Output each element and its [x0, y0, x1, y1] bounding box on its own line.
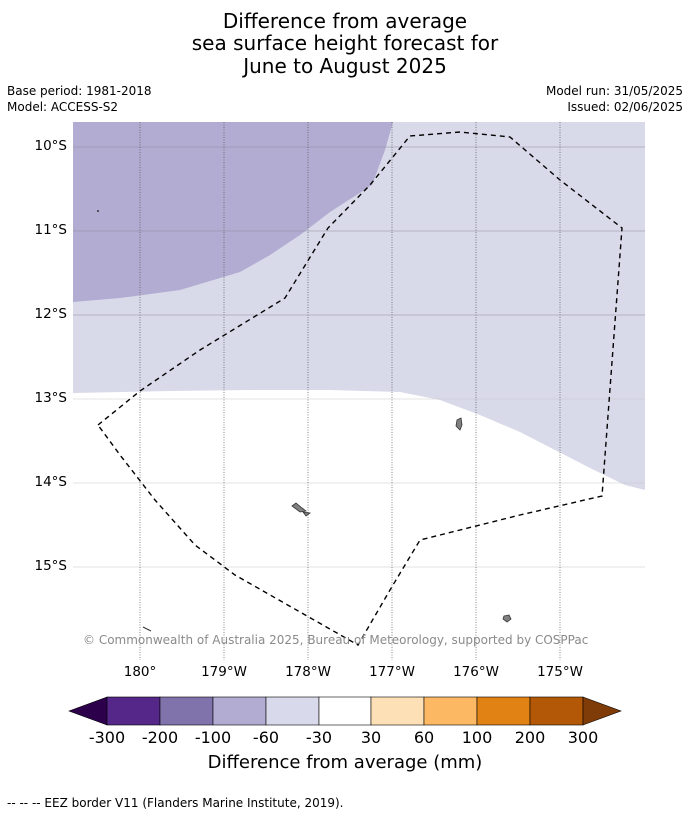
lon-label: 179°W — [201, 664, 247, 680]
lat-label: 15°S — [34, 558, 68, 574]
lon-label: 176°W — [453, 664, 499, 680]
map-area — [73, 122, 645, 660]
island-shape — [502, 614, 512, 623]
lon-label: 180° — [123, 664, 157, 680]
colorbar-tick-label: 60 — [413, 728, 435, 747]
colorbar-segment — [265, 696, 320, 726]
base-period-text: Base period: 1981-2018 — [7, 84, 152, 98]
colorbar-segment — [106, 696, 161, 726]
lat-label: 11°S — [34, 222, 68, 238]
colorbar-tick-label: 200 — [514, 728, 546, 747]
colorbar-tick-label: -60 — [252, 728, 280, 747]
lon-label: 177°W — [369, 664, 415, 680]
colorbar-tick-label: -30 — [305, 728, 333, 747]
colorbar-max-arrow — [582, 696, 622, 726]
issued-text: Issued: 02/06/2025 — [567, 100, 683, 114]
model-text: Model: ACCESS-S2 — [7, 100, 119, 114]
colorbar-segment — [529, 696, 584, 726]
island-shape — [291, 502, 307, 513]
colorbar-tick-label: 300 — [567, 728, 599, 747]
lon-label: 178°W — [285, 664, 331, 680]
colorbar-segment — [212, 696, 267, 726]
colorbar-min-arrow — [68, 696, 108, 726]
colorbar-tick-label: -300 — [88, 728, 126, 747]
eez-border-line — [97, 131, 623, 646]
colorbar — [68, 696, 622, 726]
colorbar-segment — [370, 696, 425, 726]
eez-legend-text: -- -- -- EEZ border V11 (Flanders Marine… — [7, 796, 344, 810]
colorbar-segment — [159, 696, 214, 726]
lon-label: 175°W — [537, 664, 583, 680]
copyright-text: © Commonwealth of Australia 2025, Bureau… — [83, 633, 589, 647]
colorbar-title: Difference from average (mm) — [207, 752, 483, 773]
colorbar-tick-label: -200 — [141, 728, 179, 747]
colorbar-tick-label: 30 — [360, 728, 382, 747]
colorbar-tick-label: -100 — [194, 728, 232, 747]
anomaly-region-medium — [73, 122, 393, 302]
colorbar-segment — [476, 696, 531, 726]
colorbar-tick-label: 100 — [461, 728, 493, 747]
lon-gridlines — [139, 122, 561, 660]
colorbar-segment — [423, 696, 478, 726]
title-line-3: June to August 2025 — [243, 54, 447, 78]
title-line-2: sea surface height forecast for — [191, 31, 499, 55]
island-shape — [455, 417, 463, 431]
island-shape — [142, 626, 152, 632]
lat-label: 12°S — [34, 306, 68, 322]
island-shape — [302, 511, 312, 517]
lat-label: 10°S — [34, 138, 68, 154]
island-dot — [97, 210, 99, 212]
lat-label: 13°S — [34, 390, 68, 406]
model-run-text: Model run: 31/05/2025 — [545, 84, 683, 98]
lat-label: 14°S — [34, 474, 68, 490]
lat-gridlines — [73, 146, 645, 568]
title-line-1: Difference from average — [222, 9, 468, 33]
colorbar-segment — [318, 696, 372, 726]
